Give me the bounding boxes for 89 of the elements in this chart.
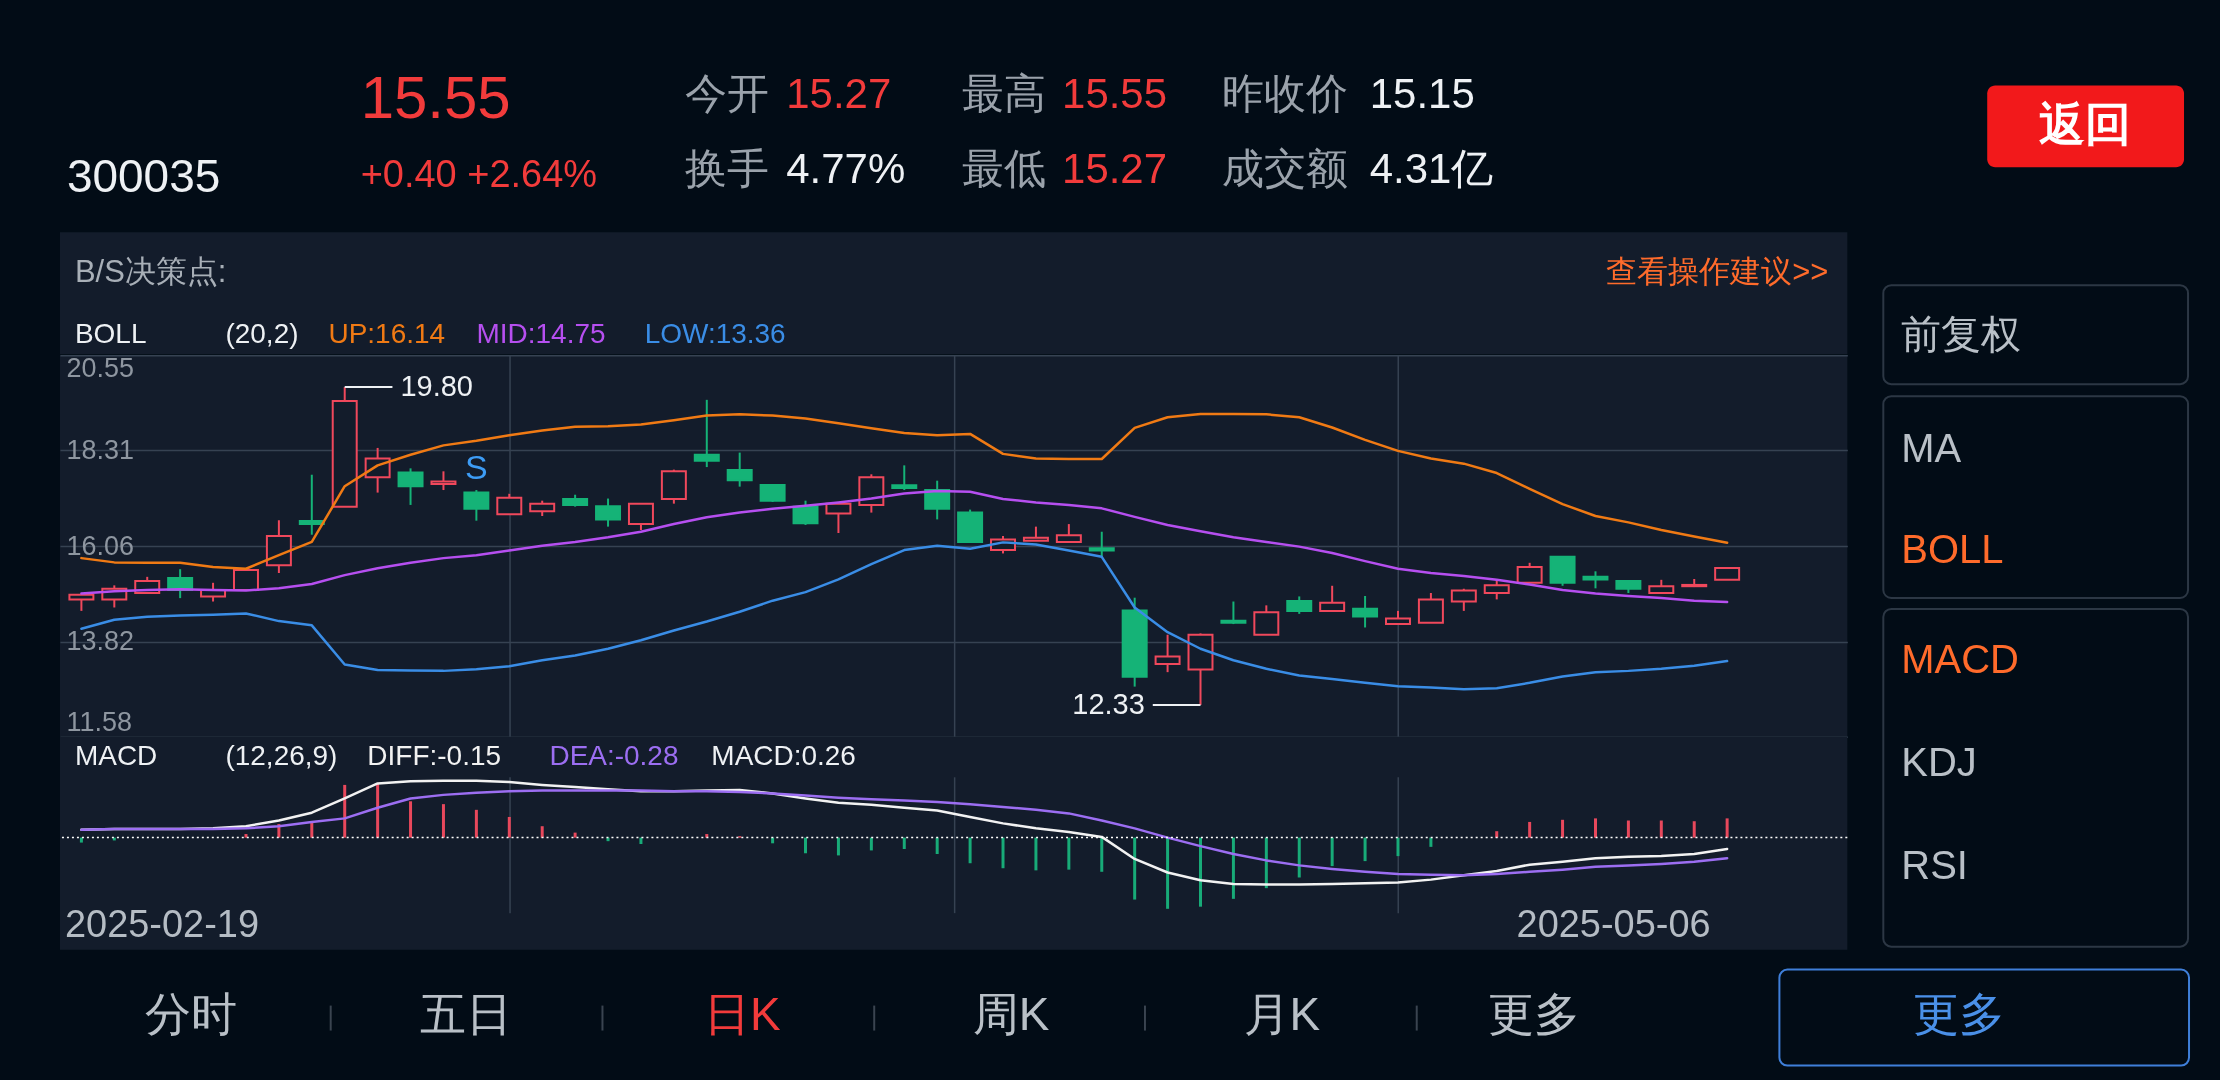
text: MACD:0.26	[711, 739, 856, 771]
bar	[1166, 837, 1170, 909]
text: 昨收价	[1221, 70, 1348, 118]
bar	[376, 783, 380, 838]
bar	[573, 832, 577, 838]
bar	[1363, 837, 1367, 862]
bar	[1100, 837, 1104, 872]
bar	[1330, 837, 1334, 867]
text: 最高	[962, 70, 1047, 118]
bar	[474, 809, 478, 838]
annotation: S	[465, 448, 488, 487]
legend-title: BOLL	[74, 318, 147, 350]
bar	[1067, 837, 1071, 870]
text: 前复权	[1901, 312, 2022, 357]
bar	[1528, 821, 1532, 838]
annotation: 12.33	[1072, 687, 1145, 720]
bar	[968, 837, 972, 864]
text: 15.15	[1369, 70, 1475, 118]
bar	[1725, 818, 1729, 838]
text: 更多	[1487, 987, 1580, 1040]
bar	[1659, 820, 1663, 838]
y-tick-label: 18.31	[66, 434, 134, 465]
bar	[1495, 831, 1499, 838]
bar	[804, 837, 808, 854]
bar	[310, 821, 314, 838]
text: 周K	[972, 987, 1050, 1040]
bar	[1626, 820, 1630, 838]
text: 成交额	[1221, 145, 1348, 193]
text: KDJ	[1901, 739, 1977, 784]
bar	[869, 837, 873, 851]
text: +0.40 +2.64%	[360, 153, 598, 196]
series-label: DIFF:-0.15	[367, 739, 502, 771]
bar	[1034, 837, 1038, 871]
text: BOLL	[1901, 526, 2004, 571]
y-tick-label: 16.06	[66, 530, 134, 561]
bar	[244, 834, 248, 838]
text: LOW:13.36	[644, 318, 786, 350]
text: 查看操作建议>>	[1606, 254, 1829, 290]
annotation: 2025-05-06	[1516, 902, 1711, 945]
y-tick-label: 20.55	[66, 352, 134, 383]
legend-title: MACD	[74, 739, 158, 771]
bar	[836, 837, 840, 856]
bar	[507, 816, 511, 838]
text: 五日	[419, 987, 512, 1040]
bar	[441, 804, 445, 838]
text: MID:14.75	[476, 318, 606, 350]
y-tick-label: 13.82	[66, 626, 134, 657]
text: MACD	[1901, 636, 2019, 681]
bar	[1297, 837, 1301, 878]
bar	[1593, 818, 1597, 838]
text: 4.77%	[786, 145, 906, 193]
text: (12,26,9)	[225, 739, 338, 771]
bar	[1692, 821, 1696, 838]
bar	[1199, 837, 1202, 907]
annotation: 19.80	[400, 370, 473, 403]
text: 更多	[1913, 987, 2006, 1040]
text: 4.31亿	[1369, 145, 1494, 193]
text: 日K	[704, 987, 782, 1040]
text: 月K	[1243, 987, 1321, 1040]
bar	[639, 837, 643, 845]
text: UP:16.14	[328, 318, 446, 350]
text: 今开	[685, 70, 770, 118]
text: 15.55	[1062, 70, 1168, 118]
bar	[1231, 837, 1235, 899]
series-label: DEA:-0.28	[549, 739, 679, 771]
text: 分时	[144, 987, 237, 1040]
bar	[540, 826, 544, 838]
text: (20,2)	[225, 318, 299, 350]
text: 最低	[962, 145, 1047, 193]
y-tick-label: 11.58	[66, 707, 132, 738]
bar	[1429, 837, 1433, 847]
text: RSI	[1901, 842, 1968, 887]
annotation: 2025-02-19	[64, 902, 260, 945]
text: 换手	[685, 145, 770, 193]
text: B/S决策点:	[74, 254, 227, 290]
bar	[1001, 837, 1005, 869]
bar	[409, 801, 413, 838]
bar	[902, 837, 906, 849]
bar	[1396, 837, 1400, 857]
text: 15.27	[1062, 145, 1168, 193]
bar	[1133, 837, 1137, 900]
text: 15.27	[786, 70, 892, 118]
text: MA	[1901, 426, 1962, 471]
text: 15.55	[360, 64, 511, 132]
text: 返回	[2039, 98, 2132, 151]
bar	[935, 837, 939, 854]
text: 300035	[66, 150, 221, 203]
bar	[1561, 819, 1565, 838]
bar	[79, 837, 83, 843]
